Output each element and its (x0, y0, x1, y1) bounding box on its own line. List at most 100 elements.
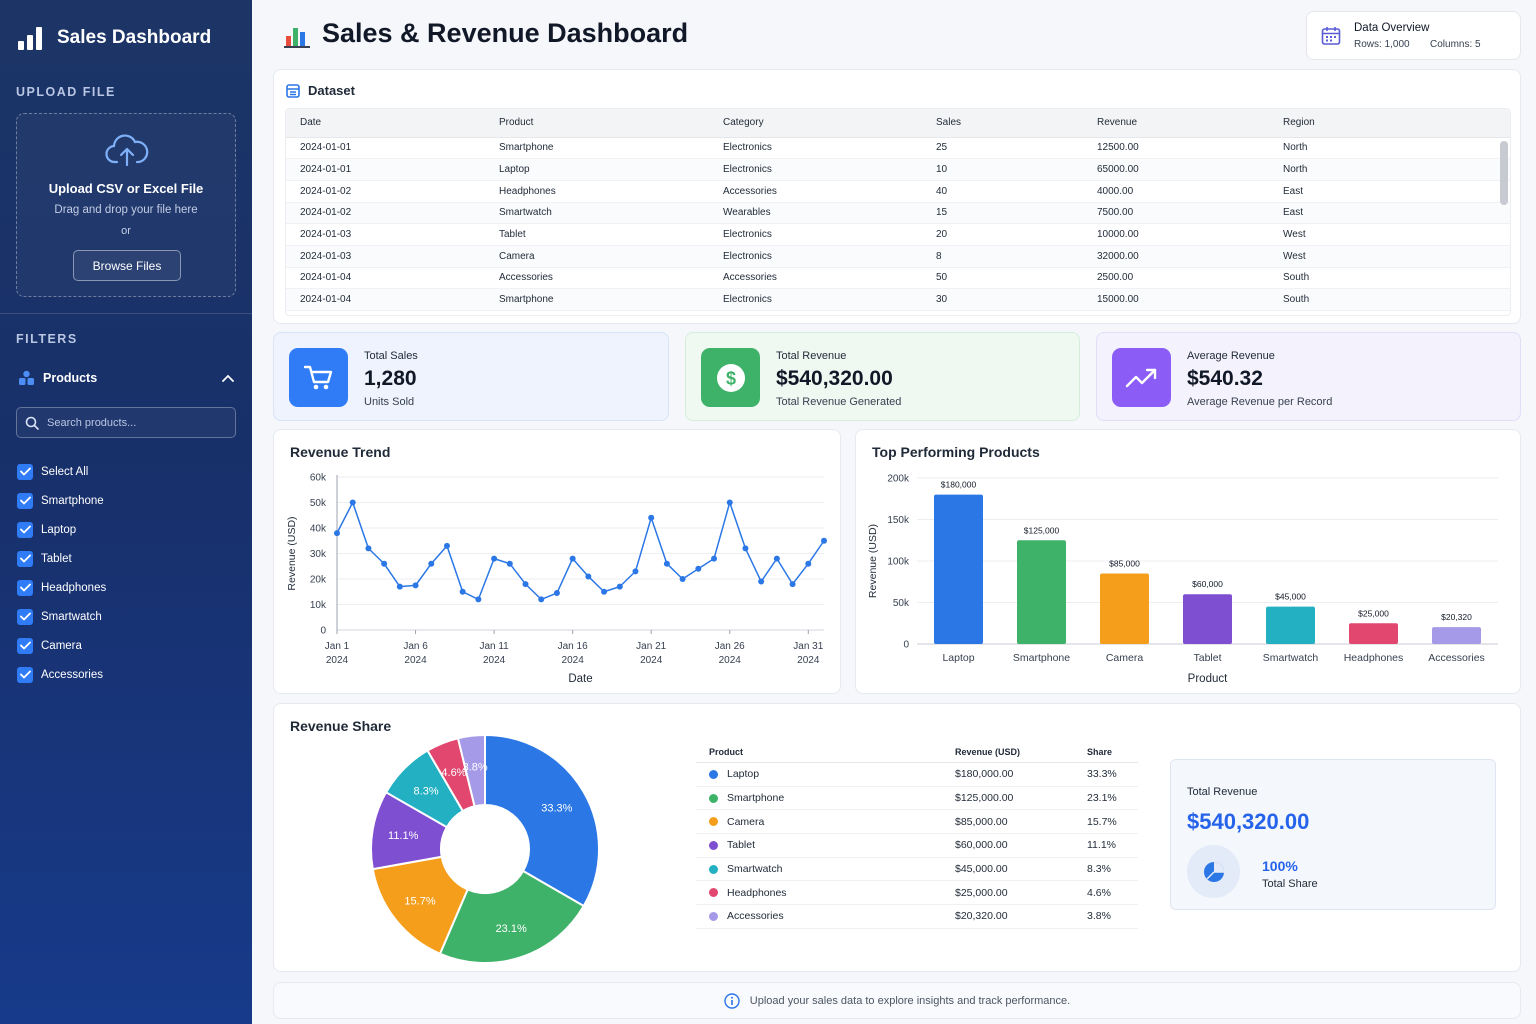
dataset-table-wrap[interactable]: Date Product Category Sales Revenue Region 20… (285, 108, 1511, 316)
checkbox[interactable] (17, 463, 33, 480)
column-header[interactable]: Sales (922, 109, 1083, 138)
dollar-icon: $ (716, 363, 745, 392)
bar[interactable] (1100, 573, 1149, 644)
search-products-input[interactable] (47, 416, 217, 429)
table-row[interactable]: 2024-01-02 Headphones Accessories 40 4000.00… (286, 180, 1510, 203)
column-header[interactable]: Revenue (1083, 109, 1269, 138)
pie-slice[interactable] (371, 855, 469, 956)
kpi-icon-box (1112, 348, 1171, 407)
table-row[interactable]: 2024-01-04 Smartphone Electronics 30 15000.0… (286, 288, 1510, 311)
data-point[interactable] (601, 588, 608, 595)
column-header[interactable]: Product (485, 109, 709, 138)
data-point[interactable] (789, 581, 796, 588)
table-scrollbar[interactable] (1500, 141, 1508, 205)
data-point[interactable] (491, 555, 498, 562)
table-cell: East (1269, 202, 1510, 225)
data-point[interactable] (726, 499, 733, 506)
data-point[interactable] (742, 545, 749, 552)
table-row[interactable]: 2024-01-04 Accessories Accessories 50 2500.0… (286, 267, 1510, 290)
x-tick-label: Laptop (942, 652, 974, 664)
checkbox[interactable] (17, 666, 33, 683)
data-point[interactable] (773, 555, 780, 562)
data-point[interactable] (821, 537, 827, 544)
bar[interactable] (1349, 623, 1398, 644)
bar[interactable] (934, 494, 983, 644)
data-point[interactable] (365, 545, 372, 552)
upload-dropzone[interactable]: Upload CSV or Excel File Drag and drop y… (16, 113, 236, 297)
data-point[interactable] (428, 560, 435, 567)
filters-heading: FILTERS (16, 332, 78, 346)
data-point[interactable] (679, 576, 686, 582)
bar-value-label: $180,000 (941, 480, 977, 490)
checkbox-row[interactable]: Headphones (17, 573, 106, 602)
table-row[interactable]: 2024-01-03 Camera Electronics 8 32000.00 West (286, 245, 1510, 268)
data-point[interactable] (349, 499, 356, 506)
data-point[interactable] (805, 560, 812, 567)
product-checkbox-list: Select All Smartphone Laptop Tablet Headphon… (17, 457, 106, 689)
data-point[interactable] (412, 582, 419, 589)
checkbox[interactable] (17, 579, 33, 596)
data-point[interactable] (758, 578, 765, 585)
data-point[interactable] (648, 514, 655, 521)
checkbox-row[interactable]: Tablet (17, 544, 106, 573)
data-point[interactable] (695, 565, 702, 572)
table-cell: 25 (922, 137, 1083, 160)
table-cell: Electronics (709, 137, 922, 160)
data-point[interactable] (522, 581, 529, 588)
checkbox-row[interactable]: Accessories (17, 660, 106, 689)
share-row: Accessories $20,320.00 3.8% (696, 905, 1138, 929)
data-point[interactable] (443, 542, 450, 549)
legend-dot (709, 793, 718, 803)
data-point[interactable] (663, 560, 670, 567)
table-row[interactable]: 2024-01-02 Smartwatch Wearables 15 7500.00 Ea… (286, 202, 1510, 225)
data-point[interactable] (506, 560, 513, 567)
checkbox-row[interactable]: Camera (17, 631, 106, 660)
upload-or: or (121, 225, 131, 237)
chevron-up-icon[interactable] (222, 374, 234, 382)
checkbox[interactable] (17, 550, 33, 567)
x-axis-label: Date (568, 673, 592, 685)
table-cell: West (1269, 223, 1510, 246)
pie-slice[interactable] (484, 733, 600, 908)
data-point[interactable] (553, 590, 560, 597)
share-product: Smartphone (709, 792, 784, 804)
column-header[interactable]: Region (1269, 109, 1510, 138)
pie-slice[interactable] (456, 733, 486, 808)
bar[interactable] (1017, 540, 1066, 644)
table-row[interactable]: 2024-01-01 Laptop Electronics 10 65000.00 Nor… (286, 158, 1510, 181)
table-row[interactable]: 2024-01-03 Tablet Electronics 20 10000.00 Wes… (286, 223, 1510, 246)
checkbox[interactable] (17, 637, 33, 654)
bar[interactable] (1432, 627, 1481, 644)
checkbox[interactable] (17, 492, 33, 509)
x-tick-label: Headphones (1344, 652, 1404, 664)
data-point[interactable] (334, 530, 340, 537)
bar[interactable] (1266, 606, 1315, 644)
column-header[interactable]: Category (709, 109, 922, 138)
pie-slice[interactable] (438, 869, 586, 964)
checkbox[interactable] (17, 608, 33, 625)
products-filter-toggle[interactable]: Products (18, 368, 234, 388)
table-cell: Smartphone (485, 288, 709, 311)
checkbox-row[interactable]: Smartwatch (17, 602, 106, 631)
data-point[interactable] (475, 596, 482, 603)
data-point[interactable] (585, 573, 592, 580)
data-point[interactable] (569, 555, 576, 562)
checkbox[interactable] (17, 521, 33, 538)
checkbox-row[interactable]: Select All (17, 457, 106, 486)
data-point[interactable] (381, 560, 388, 567)
column-header[interactable]: Date (286, 109, 485, 138)
x-tick-year: 2024 (483, 655, 506, 666)
data-point[interactable] (711, 555, 718, 562)
checkbox-label: Select All (41, 465, 89, 478)
bar[interactable] (1183, 594, 1232, 644)
table-row[interactable]: 2024-01-01 Smartphone Electronics 25 12500.0… (286, 137, 1510, 160)
data-point[interactable] (396, 583, 403, 590)
checkbox-row[interactable]: Laptop (17, 515, 106, 544)
browse-files-button[interactable]: Browse Files (73, 250, 181, 281)
data-point[interactable] (616, 583, 623, 590)
checkbox-row[interactable]: Smartphone (17, 486, 106, 515)
data-point[interactable] (459, 588, 466, 595)
table-cell: Accessories (709, 267, 922, 290)
data-point[interactable] (632, 568, 639, 575)
data-point[interactable] (538, 596, 545, 603)
